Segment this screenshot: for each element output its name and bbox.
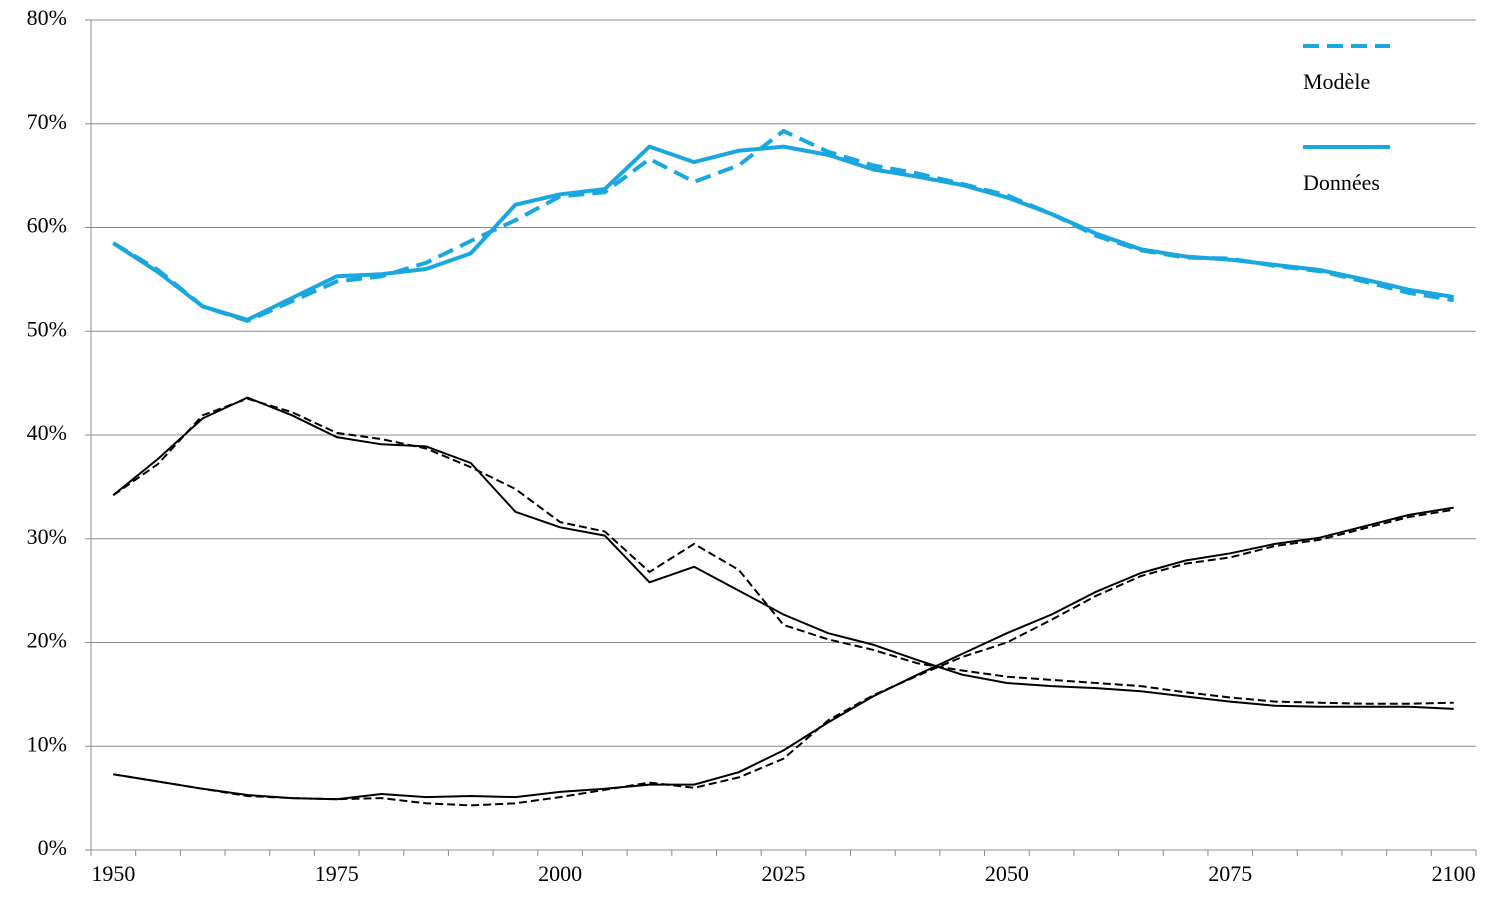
- y-tick-label: 30%: [27, 524, 67, 549]
- legend-label: Données: [1303, 170, 1380, 195]
- series-line: [112, 396, 1454, 710]
- x-tick-label: 2075: [1208, 861, 1252, 886]
- legend-label: Modèle: [1303, 69, 1370, 94]
- x-tick-label: 1950: [91, 861, 135, 886]
- series-line: [113, 508, 1454, 807]
- series-line: [112, 397, 1454, 705]
- x-tick-label: 2100: [1432, 861, 1476, 886]
- y-tick-label: 40%: [27, 420, 67, 445]
- x-tick-label: 2025: [762, 861, 806, 886]
- y-tick-label: 80%: [27, 5, 67, 30]
- series-line: [113, 506, 1454, 801]
- y-tick-label: 10%: [27, 731, 67, 756]
- y-tick-label: 60%: [27, 213, 67, 238]
- x-tick-label: 2050: [985, 861, 1029, 886]
- y-tick-label: 20%: [27, 628, 67, 653]
- series-line: [112, 144, 1455, 322]
- y-tick-label: 0%: [38, 835, 67, 860]
- series-line: [112, 129, 1455, 323]
- x-tick-label: 1975: [315, 861, 359, 886]
- y-tick-label: 70%: [27, 109, 67, 134]
- x-tick-label: 2000: [538, 861, 582, 886]
- y-tick-label: 50%: [27, 316, 67, 341]
